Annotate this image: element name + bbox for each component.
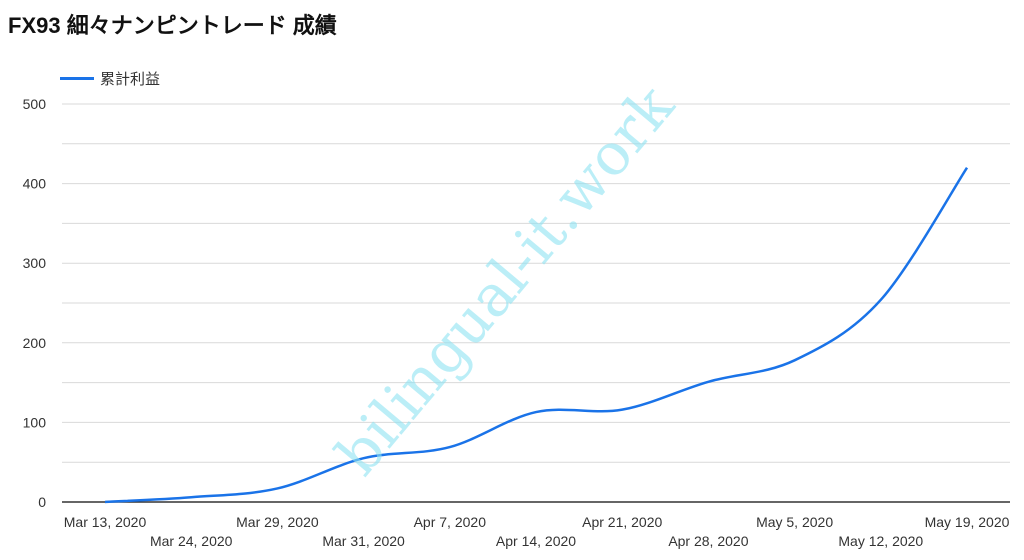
y-tick-label: 200 — [23, 335, 47, 351]
x-tick-label: May 5, 2020 — [756, 514, 833, 530]
legend-label: 累計利益 — [100, 71, 161, 88]
x-tick-label: Apr 14, 2020 — [496, 533, 576, 549]
x-tick-label: Apr 21, 2020 — [582, 514, 662, 530]
chart-title: FX93 細々ナンピントレード 成績 — [8, 13, 337, 38]
x-tick-label: May 12, 2020 — [838, 533, 923, 549]
y-tick-label: 300 — [23, 255, 47, 271]
x-tick-label: May 19, 2020 — [925, 514, 1010, 530]
y-tick-label: 500 — [23, 96, 47, 112]
x-tick-label: Mar 29, 2020 — [236, 514, 319, 530]
x-tick-label: Mar 31, 2020 — [322, 533, 405, 549]
legend-swatch — [60, 77, 94, 80]
y-tick-label: 100 — [23, 414, 47, 430]
x-tick-label: Mar 24, 2020 — [150, 533, 233, 549]
legend: 累計利益 — [60, 68, 160, 89]
x-tick-label: Apr 7, 2020 — [414, 514, 487, 530]
y-tick-label: 400 — [23, 176, 47, 192]
x-tick-label: Mar 13, 2020 — [64, 514, 147, 530]
x-tick-label: Apr 28, 2020 — [668, 533, 748, 549]
series-line — [104, 166, 969, 504]
y-tick-label: 0 — [38, 494, 46, 510]
